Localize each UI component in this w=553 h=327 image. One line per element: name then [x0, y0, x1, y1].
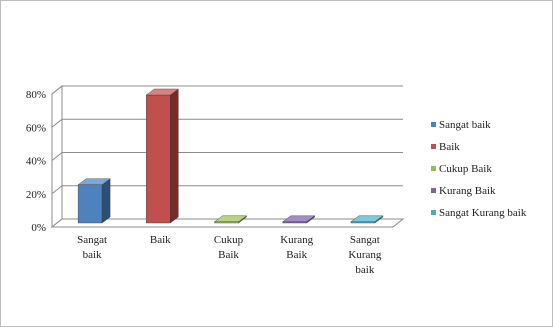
legend-swatch [431, 210, 436, 215]
legend-label: Sangat baik [439, 119, 491, 131]
y-tick-label: 0% [31, 222, 46, 234]
legend-label: Kurang Baik [439, 185, 496, 197]
gridline [51, 85, 403, 95]
legend-item: Cukup Baik [431, 163, 492, 175]
x-category-line: baik [355, 264, 374, 276]
bars [77, 88, 384, 224]
x-axis-categories: Sangat baik Baik Cukup Baik Kurang Baik Sangat K… [77, 234, 382, 276]
gridline [51, 152, 403, 161]
legend-swatch [431, 188, 436, 193]
bar-front [146, 94, 171, 224]
y-tick-label: 80% [26, 89, 46, 101]
y-tick-label: 40% [26, 156, 46, 168]
bar-top [145, 88, 179, 96]
x-category-label: Kurang Baik [280, 234, 313, 261]
bar-top [213, 215, 248, 223]
legend-item: Kurang Baik [431, 185, 496, 197]
legend-item: Sangat Kurang baik [431, 207, 527, 219]
x-category-line: Kurang [280, 234, 313, 246]
bar-side [170, 88, 179, 224]
bar [77, 178, 111, 224]
x-category-line: Sangat [77, 234, 107, 246]
y-tick-label: 20% [26, 189, 46, 201]
bar [145, 88, 179, 224]
legend-item: Baik [431, 141, 460, 153]
bar-top [77, 178, 111, 185]
bar-top [350, 215, 384, 223]
x-category-label: Cukup Baik [214, 234, 244, 261]
gridlines [51, 84, 403, 229]
x-category-line: baik [83, 249, 102, 261]
legend-label: Baik [439, 141, 460, 153]
legend-swatch [431, 122, 436, 127]
x-category-line: Baik [150, 234, 171, 246]
legend-item: Sangat baik [431, 119, 491, 131]
bar [350, 215, 384, 224]
x-category-line: Kurang [348, 249, 381, 261]
x-category-label: Sangat baik [77, 234, 107, 261]
legend-swatch [431, 166, 436, 171]
bar-front [77, 184, 103, 224]
x-category-label: Sangat Kurang baik [348, 234, 381, 276]
x-category-line: Cukup [214, 234, 244, 246]
y-tick-label: 60% [26, 122, 46, 134]
gridline [51, 118, 403, 128]
bar [282, 215, 316, 224]
x-category-label: Baik [150, 234, 171, 246]
legend-label: Sangat Kurang baik [439, 207, 527, 219]
x-category-line: Baik [218, 249, 239, 261]
x-category-line: Baik [286, 249, 307, 261]
x-category-line: Sangat [350, 234, 380, 246]
legend-swatch [431, 144, 436, 149]
bar-side [101, 178, 111, 224]
y-axis-ticks: 0% 20% 40% 60% 80% [26, 89, 46, 234]
legend-label: Cukup Baik [439, 163, 492, 175]
bar [213, 215, 248, 224]
gridline [51, 185, 403, 195]
legend: Sangat baik Baik Cukup Baik Kurang Baik Sang… [431, 119, 527, 219]
bar-top [282, 215, 316, 223]
